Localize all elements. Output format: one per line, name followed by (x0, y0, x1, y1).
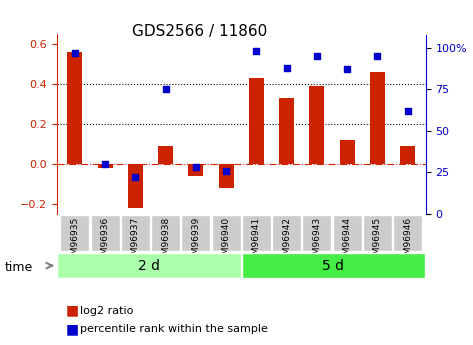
Point (283, 65, 290, 70)
Text: GSM96943: GSM96943 (312, 217, 321, 266)
Point (222, 168, 230, 174)
FancyBboxPatch shape (211, 215, 241, 251)
FancyBboxPatch shape (121, 215, 150, 251)
Text: GSM96941: GSM96941 (252, 217, 261, 266)
FancyBboxPatch shape (272, 215, 301, 251)
Bar (340, 140, 355, 164)
Text: GSM96937: GSM96937 (131, 217, 140, 266)
FancyBboxPatch shape (393, 215, 422, 251)
Text: GSM96940: GSM96940 (222, 217, 231, 266)
FancyBboxPatch shape (91, 215, 120, 251)
FancyBboxPatch shape (151, 215, 180, 251)
FancyBboxPatch shape (57, 253, 241, 278)
Text: GSM96942: GSM96942 (282, 217, 291, 266)
Bar (309, 86, 324, 164)
Bar (128, 164, 143, 208)
FancyBboxPatch shape (363, 215, 392, 251)
Text: 5 d: 5 d (323, 259, 344, 273)
Text: GSM96935: GSM96935 (70, 217, 79, 266)
FancyBboxPatch shape (242, 215, 271, 251)
Bar (370, 72, 385, 164)
Point (101, 161, 109, 167)
Point (313, 53, 321, 59)
FancyBboxPatch shape (242, 253, 425, 278)
Bar (279, 98, 294, 164)
Text: ■: ■ (66, 304, 79, 317)
Text: time: time (5, 261, 33, 274)
Text: GSM96944: GSM96944 (342, 217, 351, 266)
FancyBboxPatch shape (333, 215, 361, 251)
Text: log2 ratio: log2 ratio (80, 306, 134, 315)
Bar (249, 78, 264, 164)
Point (131, 175, 139, 180)
FancyBboxPatch shape (302, 215, 332, 251)
Point (404, 108, 412, 114)
Bar (188, 164, 203, 176)
Text: percentile rank within the sample: percentile rank within the sample (80, 325, 268, 334)
FancyBboxPatch shape (61, 215, 89, 251)
Bar (219, 164, 234, 188)
Point (343, 67, 351, 72)
Bar (97, 164, 113, 168)
Point (71, 50, 79, 56)
Bar (67, 52, 82, 164)
Point (253, 48, 260, 54)
Text: GSM96946: GSM96946 (403, 217, 412, 266)
Bar (158, 146, 173, 164)
Text: GSM96938: GSM96938 (161, 217, 170, 266)
Text: GSM96939: GSM96939 (192, 217, 201, 266)
FancyBboxPatch shape (181, 215, 210, 251)
Text: GDS2566 / 11860: GDS2566 / 11860 (132, 24, 268, 39)
Text: GSM96945: GSM96945 (373, 217, 382, 266)
Bar (400, 146, 415, 164)
Text: 2 d: 2 d (138, 259, 160, 273)
Point (162, 87, 169, 92)
Point (374, 53, 381, 59)
Text: ■: ■ (66, 323, 79, 336)
Point (192, 165, 200, 170)
Text: GSM96936: GSM96936 (101, 217, 110, 266)
